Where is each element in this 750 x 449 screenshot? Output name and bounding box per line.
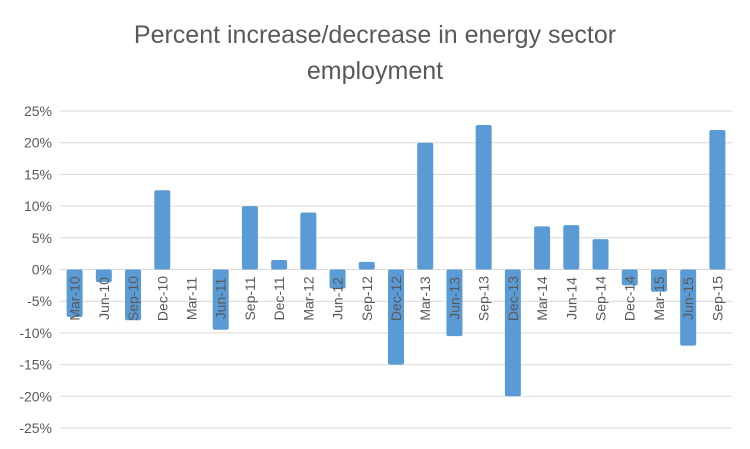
bar-jun-10 xyxy=(95,269,112,283)
x-tick-label: Mar-10 xyxy=(67,276,83,321)
bar-sep-11 xyxy=(241,206,258,270)
bar-mar-12 xyxy=(300,212,317,270)
x-tick-label: Jun-11 xyxy=(213,277,229,319)
bar-jun-15 xyxy=(680,269,697,346)
bar-dec-10 xyxy=(154,190,171,270)
x-tick-label: Jun-13 xyxy=(446,277,462,320)
x-tick-label: Mar-13 xyxy=(417,276,433,321)
x-tick-label: Dec-14 xyxy=(622,276,638,321)
x-tick-label: Mar-14 xyxy=(534,276,550,321)
y-tick-label: -15% xyxy=(19,357,52,373)
x-tick-label: Jun-15 xyxy=(680,277,696,320)
y-tick-label: -20% xyxy=(19,388,52,404)
bar-jun-14 xyxy=(563,225,580,270)
x-tick-label: Mar-15 xyxy=(651,276,667,321)
x-tick-label: Mar-11 xyxy=(183,277,199,321)
x-tick-label: Sep-13 xyxy=(476,276,492,321)
x-tick-label: Dec-12 xyxy=(388,276,404,321)
y-tick-label: -10% xyxy=(19,325,52,341)
chart-title-line-1: Percent increase/decrease in energy sect… xyxy=(134,21,616,49)
bar-mar-15 xyxy=(650,269,667,292)
x-tick-label: Jun-10 xyxy=(96,277,112,320)
bar-sep-13 xyxy=(475,124,492,270)
x-tick-label: Dec-11 xyxy=(271,276,287,320)
chart-title-line-2: employment xyxy=(307,57,443,85)
x-tick-label: Jun-12 xyxy=(330,277,346,320)
x-tick-label: Sep-11 xyxy=(242,276,258,320)
y-tick-label: 20% xyxy=(24,135,52,151)
y-tick-label: 5% xyxy=(32,230,52,246)
x-tick-label: Sep-15 xyxy=(709,276,725,321)
y-tick-label: 10% xyxy=(24,198,52,214)
bar-sep-10 xyxy=(125,269,142,321)
bar-mar-10 xyxy=(66,269,83,318)
x-tick-label: Dec-10 xyxy=(154,276,170,321)
bar-dec-11 xyxy=(271,259,288,270)
bar-sep-12 xyxy=(358,261,375,270)
y-tick-label: -25% xyxy=(19,420,52,436)
x-axis-tick-labels: Mar-10 Jun-10 Sep-10 Dec-10 Mar-11 Jun-11 Sep-… xyxy=(67,276,726,321)
x-tick-label: Dec-13 xyxy=(505,276,521,321)
x-tick-label: Sep-10 xyxy=(125,276,141,321)
y-tick-label: 25% xyxy=(24,103,52,119)
y-axis-tick-labels: 25% 20% 15% 10% 5% 0% -5% -10% -15% -20% -25% xyxy=(19,103,52,436)
bar-jun-13 xyxy=(446,269,463,337)
bars xyxy=(66,124,726,397)
y-tick-label: 0% xyxy=(32,262,52,278)
x-tick-label: Jun-14 xyxy=(563,277,579,320)
bar-dec-12 xyxy=(388,269,404,365)
x-tick-label: Sep-12 xyxy=(359,276,375,321)
x-tick-label: Sep-14 xyxy=(593,276,609,321)
y-tick-label: -5% xyxy=(27,293,52,309)
bar-dec-14 xyxy=(621,269,638,286)
bar-mar-14 xyxy=(534,226,551,270)
bar-jun-12 xyxy=(329,269,346,289)
x-tick-label: Mar-12 xyxy=(300,276,316,321)
bar-dec-13 xyxy=(504,269,521,397)
bar-sep-15 xyxy=(709,130,726,270)
chart-title-group: Percent increase/decrease in energy sect… xyxy=(134,21,616,85)
y-tick-label: 15% xyxy=(24,166,52,182)
bar-jun-11 xyxy=(212,269,229,330)
bar-sep-14 xyxy=(592,239,609,270)
bar-mar-13 xyxy=(417,142,434,270)
